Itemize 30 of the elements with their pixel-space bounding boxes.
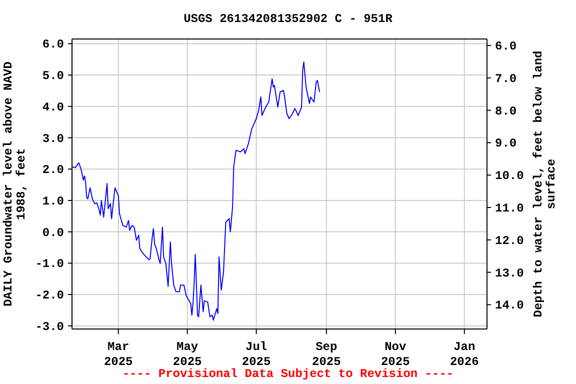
y2-tick-label: 12.0: [495, 234, 524, 248]
y2-tick-label: 13.0: [495, 266, 524, 280]
y2-tick-label: 8.0: [495, 104, 517, 118]
y2-axis-title: Depth to water level, feet below land surface: [532, 50, 558, 318]
y-tick-label: -1.0: [35, 257, 64, 272]
x-tick-label: Nov 2025: [381, 340, 410, 369]
y-tick-label: 6.0: [42, 38, 64, 52]
y2-tick-label: 6.0: [495, 39, 517, 54]
line-series: [72, 61, 320, 321]
y-tick-label: 3.0: [42, 132, 64, 146]
x-tick-label: Jan 2026: [450, 340, 479, 369]
x-tick-label: Jul 2025: [242, 340, 271, 369]
y2-tick-label: 7.0: [495, 72, 517, 86]
y2-tick-label: 9.0: [495, 136, 517, 151]
y-axis-title: DAILY Groundwater level above NAVD 1988, feet: [2, 62, 28, 306]
y2-tick-label: 10.0: [495, 169, 524, 184]
x-tick-label: Mar 2025: [104, 340, 133, 369]
y-tick-label: 0.0: [42, 226, 64, 240]
y-tick-label: -3.0: [35, 320, 64, 334]
y-tick-label: 5.0: [42, 69, 64, 84]
text: ---- Provisional Data Subject to Revision ----: [121, 367, 455, 381]
x-tick-label: Sep 2025: [312, 340, 341, 369]
y-tick-label: 2.0: [42, 163, 64, 178]
y2-tick-label: 14.0: [495, 298, 524, 313]
chart-title: USGS 261342081352902 C - 951R: [182, 12, 394, 26]
y-tick-label: 4.0: [42, 100, 64, 114]
y-tick-label: -2.0: [35, 288, 64, 303]
y-tick-label: 1.0: [42, 194, 64, 208]
y2-tick-label: 11.0: [495, 201, 524, 216]
x-tick-label: May 2025: [172, 340, 202, 369]
